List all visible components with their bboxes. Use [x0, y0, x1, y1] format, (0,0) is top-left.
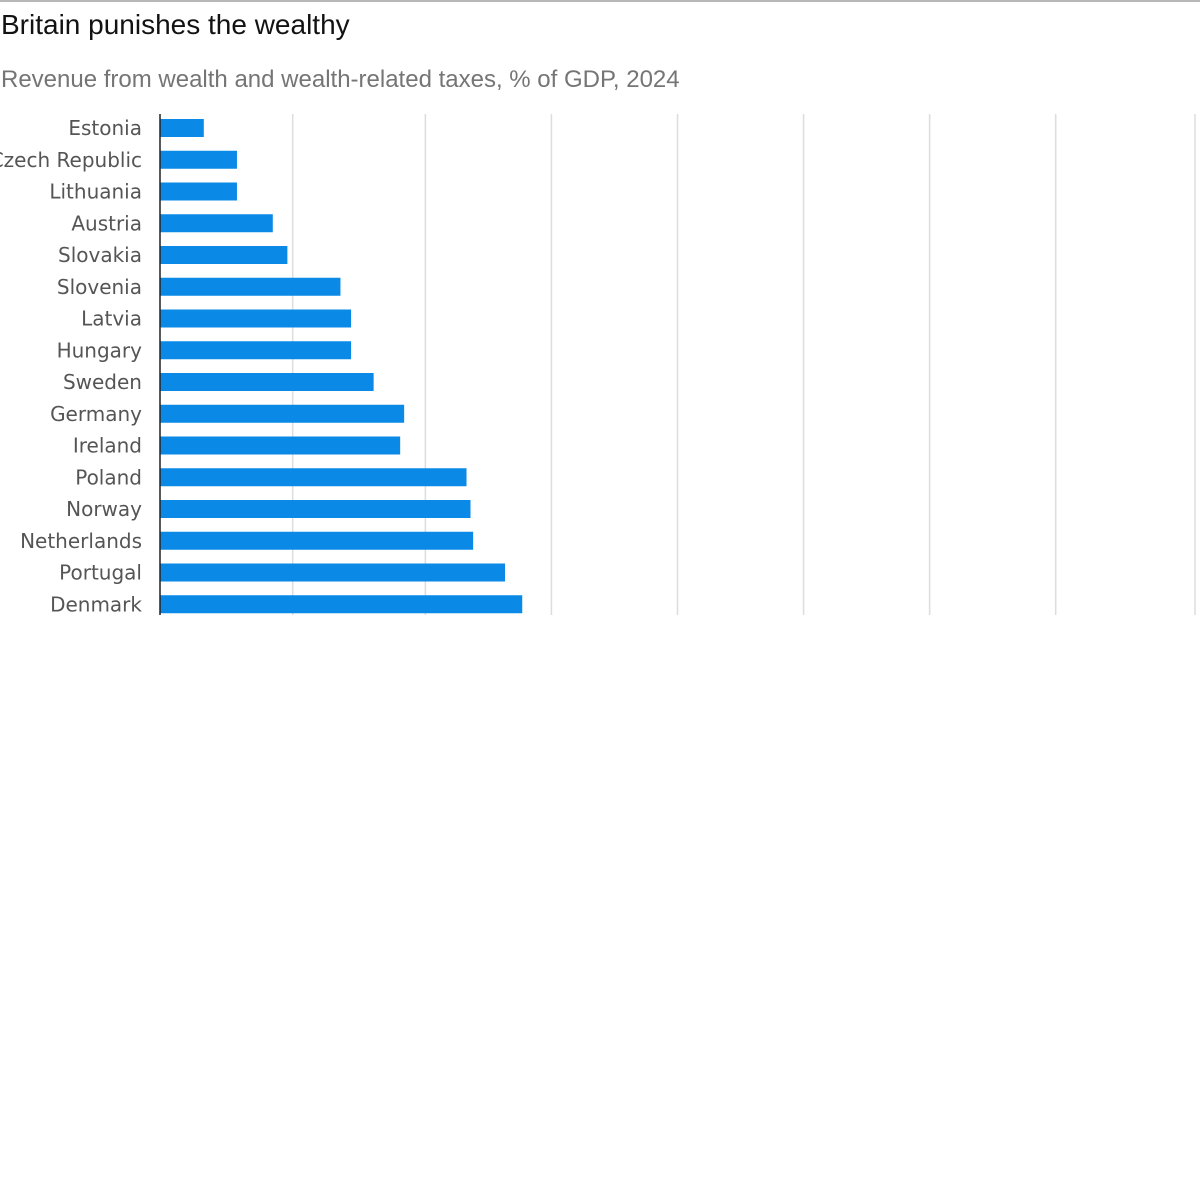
- category-label: Slovenia: [57, 275, 142, 299]
- top-rule: [0, 0, 1200, 2]
- bar-poland: [160, 468, 467, 487]
- category-label: Czech Republic: [0, 148, 142, 172]
- bar-portugal: [160, 563, 505, 582]
- bar-czech-republic: [160, 150, 237, 169]
- category-label: Lithuania: [49, 180, 142, 204]
- category-label: Denmark: [50, 592, 142, 616]
- bars: [160, 119, 523, 614]
- gridlines: [291, 114, 1196, 615]
- chart-title: Britain punishes the wealthy: [1, 9, 350, 40]
- bar-slovakia: [160, 246, 288, 264]
- bar-chart: Estonia Czech Republic Lithuania Austria Slo…: [0, 114, 1196, 616]
- bar-ireland: [160, 436, 401, 455]
- bar-estonia: [160, 119, 204, 137]
- category-label: Hungary: [57, 338, 143, 362]
- bar-latvia: [160, 309, 352, 328]
- category-label: Norway: [66, 497, 142, 521]
- bar-slovenia: [160, 277, 341, 296]
- bar-denmark: [160, 595, 523, 614]
- bar-hungary: [160, 341, 352, 360]
- chart-subtitle: Revenue from wealth and wealth-related t…: [1, 66, 680, 93]
- category-labels: Estonia Czech Republic Lithuania Austria Slo…: [0, 116, 142, 616]
- bar-norway: [160, 500, 471, 518]
- bar-netherlands: [160, 531, 474, 550]
- category-label: Netherlands: [20, 529, 142, 553]
- category-label: Slovakia: [58, 243, 142, 267]
- category-label: Latvia: [81, 307, 142, 331]
- category-label: Poland: [75, 465, 142, 489]
- bar-lithuania: [160, 182, 237, 201]
- bar-austria: [160, 214, 273, 233]
- category-label: Austria: [71, 211, 142, 235]
- bar-sweden: [160, 373, 374, 391]
- category-label: Germany: [50, 402, 142, 426]
- bar-germany: [160, 404, 405, 423]
- category-label: Sweden: [63, 370, 142, 394]
- category-label: Estonia: [68, 116, 142, 140]
- category-label: Ireland: [73, 434, 142, 458]
- category-label: Portugal: [59, 561, 142, 585]
